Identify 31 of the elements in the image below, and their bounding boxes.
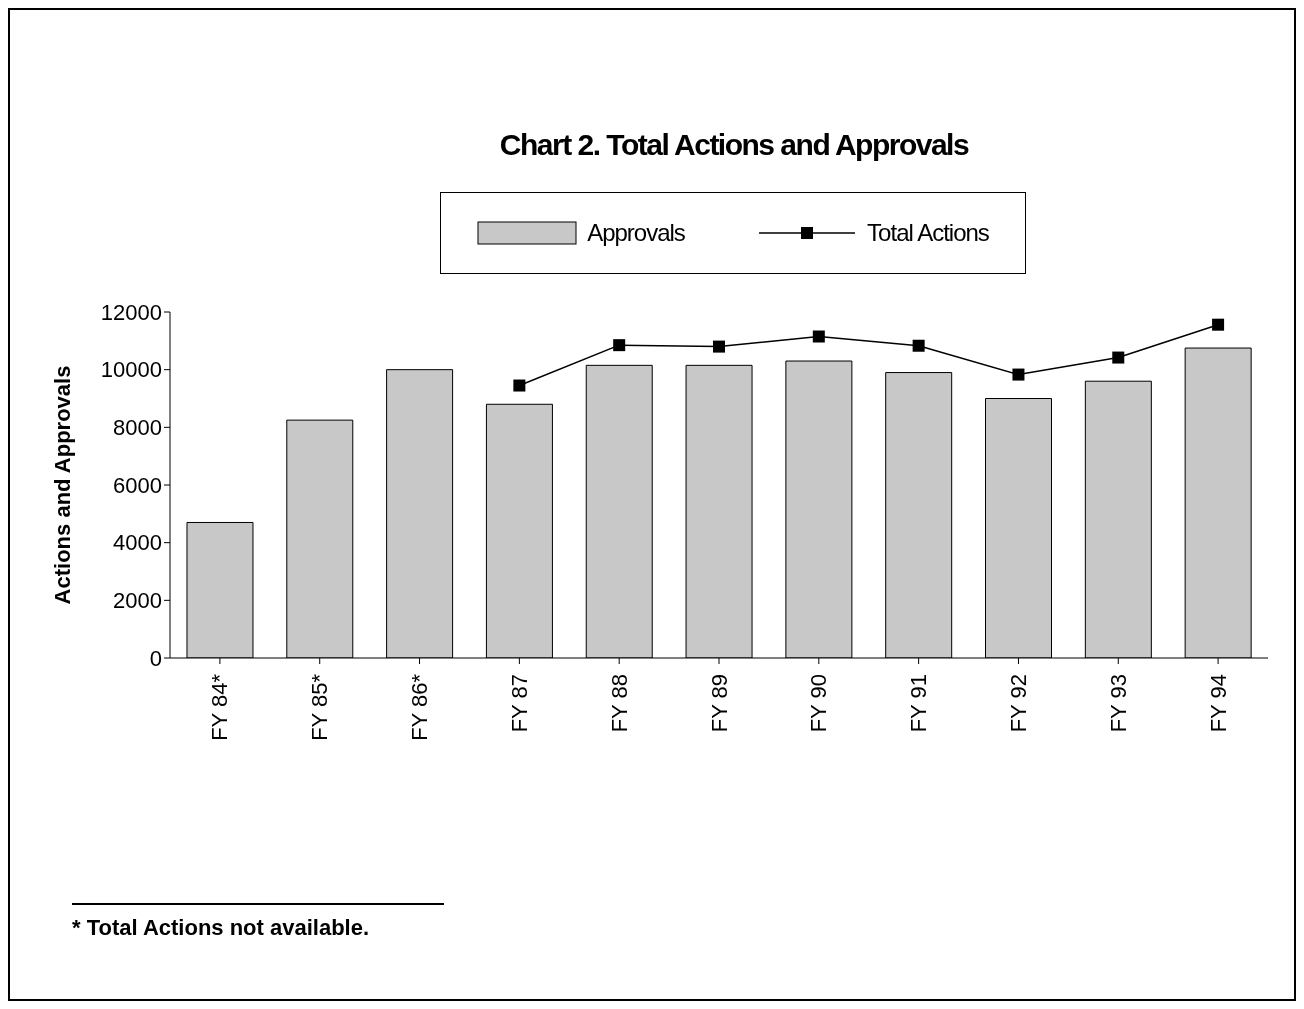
x-tick-label: FY 90	[806, 674, 832, 733]
x-tick-label: FY 92	[1005, 674, 1031, 733]
legend-label: Approvals	[587, 219, 685, 247]
y-tick-label: 6000	[113, 472, 162, 498]
point	[1212, 318, 1225, 331]
x-tick-label: FY 88	[606, 674, 632, 733]
point	[513, 379, 526, 392]
point	[713, 340, 725, 353]
point	[812, 330, 825, 343]
x-tick-label: FY 94	[1205, 674, 1231, 733]
x-tick-label: FY 86*	[407, 673, 433, 741]
x-tick-label: FY 84*	[207, 673, 233, 741]
y-tick-label: 0	[149, 645, 162, 671]
y-tick-label: 2000	[113, 588, 162, 614]
point	[912, 339, 925, 352]
y-tick-label: 8000	[113, 415, 162, 441]
point	[613, 339, 626, 352]
legend-label: Total Actions	[867, 219, 989, 247]
chart-title: Chart 2. Total Actions and Approvals	[498, 128, 970, 162]
point	[1112, 351, 1125, 364]
x-tick-label: FY 87	[506, 674, 532, 733]
text: * Total Actions not available.	[72, 903, 444, 941]
x-tick-label: FY 89	[706, 674, 732, 733]
y-tick-label: 4000	[113, 530, 162, 556]
y-tick-label: 12000	[100, 299, 162, 325]
y-tick-label: 10000	[100, 357, 162, 383]
x-tick-label: FY 91	[906, 674, 932, 733]
x-tick-label: FY 85*	[307, 673, 333, 741]
x-tick-label: FY 93	[1105, 674, 1131, 733]
y-axis-title: Actions and Approvals	[49, 365, 75, 605]
point	[1012, 368, 1025, 381]
